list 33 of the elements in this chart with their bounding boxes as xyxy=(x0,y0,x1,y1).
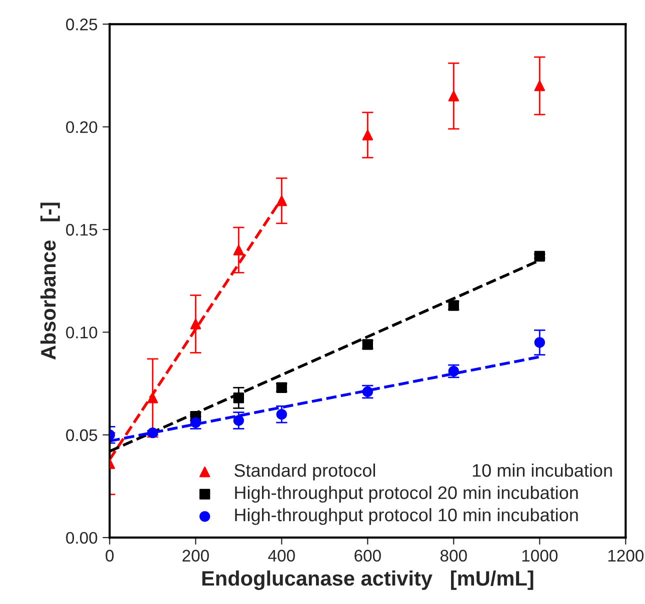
y-tick-label: 0.20 xyxy=(66,121,98,134)
x-tick-label: 1000 xyxy=(522,550,558,562)
x-tick-label: 800 xyxy=(440,550,467,562)
x-tick-label: 600 xyxy=(354,550,381,562)
point xyxy=(147,392,158,404)
y-tick-label: 0.15 xyxy=(66,224,98,236)
point xyxy=(276,408,288,420)
point xyxy=(276,382,288,393)
legend-label: High-throughput protocol 20 min incubation xyxy=(235,486,578,503)
point xyxy=(448,90,460,102)
x-axis-title: Endoglucanase activity [mU/mL] xyxy=(202,570,534,590)
point xyxy=(276,195,288,206)
y-tick-label: 0.00 xyxy=(66,532,98,544)
legend-label: Standard protocol 10 min incubation xyxy=(234,464,612,480)
point xyxy=(233,244,244,256)
point xyxy=(147,427,158,438)
x-tick-label: 400 xyxy=(268,550,295,562)
y-tick-label: 0.10 xyxy=(66,326,98,338)
point xyxy=(190,318,202,330)
point xyxy=(233,392,244,404)
point xyxy=(534,337,546,348)
point xyxy=(448,300,460,311)
y-tick-label: 0.05 xyxy=(66,429,98,442)
legend-label: High-throughput protocol 10 min incubation xyxy=(235,508,578,525)
x-tick-label: 200 xyxy=(182,550,209,562)
y-tick-label: 0.25 xyxy=(66,18,98,30)
x-tick-label: 1200 xyxy=(608,550,644,562)
x-tick-label: 0 xyxy=(106,550,114,562)
point xyxy=(233,415,244,426)
point xyxy=(534,250,546,262)
point xyxy=(534,80,546,92)
y-axis-title: Absorbance [-] xyxy=(40,202,60,360)
point xyxy=(362,130,374,140)
